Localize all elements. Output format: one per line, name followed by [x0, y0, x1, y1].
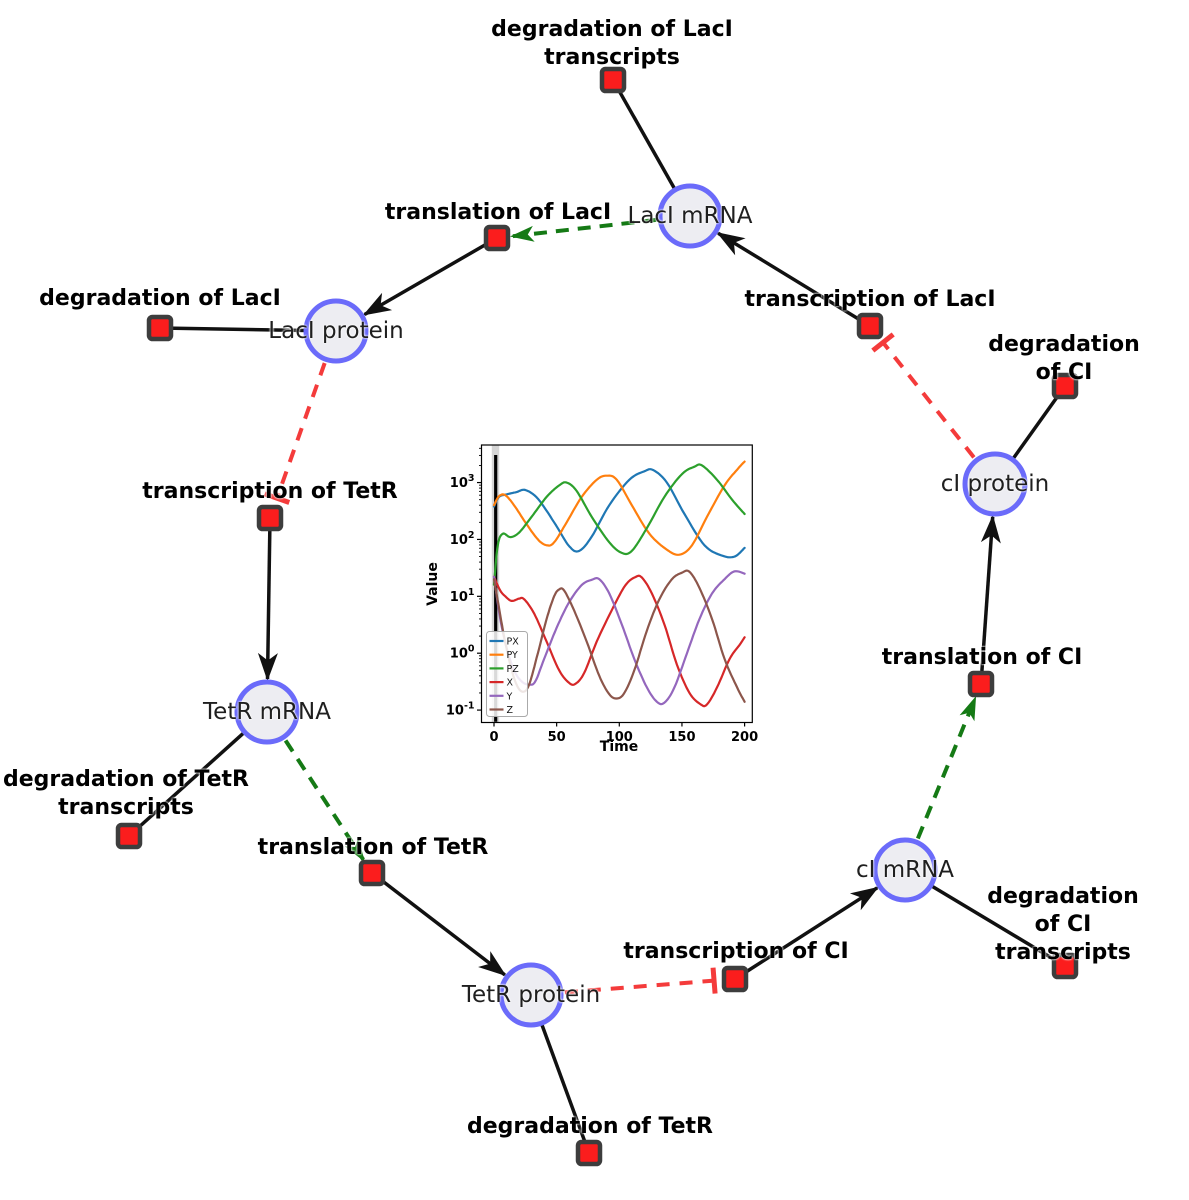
- species-node-laci-mrna[interactable]: [657, 183, 723, 249]
- chart-xtick-150: 150: [668, 730, 695, 745]
- legend-label-Y: Y: [506, 691, 513, 702]
- chart-xtick-200: 200: [731, 730, 758, 745]
- legend-label-X: X: [507, 678, 514, 689]
- chart-xtick-50: 50: [548, 730, 566, 745]
- legend-label-PY: PY: [507, 650, 519, 661]
- chart-xtick-0: 0: [489, 730, 498, 745]
- chart-ytick-10e1: 101: [450, 587, 475, 605]
- edge-modifier-laci-mrna-to-translation-of-laci: [509, 217, 657, 242]
- chart-ytick-10e3: 103: [450, 473, 475, 491]
- edge-production-transcription-of-laci-to-laci-mrna: [716, 231, 860, 321]
- chart-series-PX: [492, 468, 746, 559]
- reaction-node-degradation-of-laci-transcripts[interactable]: [599, 66, 627, 94]
- legend-label-PX: PX: [507, 637, 520, 648]
- chart-series-PZ: [492, 463, 746, 586]
- chart-series-X: [492, 574, 746, 708]
- edge-production-transcription-of-tetr-to-tetr-mrna: [257, 530, 278, 682]
- edge-inhibition-tetr-protein-to-transcription-of-ci: [564, 967, 718, 995]
- species-node-tetr-mrna[interactable]: [234, 679, 300, 745]
- reaction-node-degradation-of-tetr-transcripts[interactable]: [115, 822, 143, 850]
- reaction-node-translation-of-laci[interactable]: [483, 224, 511, 252]
- reaction-node-degradation-of-ci[interactable]: [1051, 372, 1079, 400]
- reaction-node-degradation-of-laci[interactable]: [146, 314, 174, 342]
- chart-ytick-10e-1: 10-1: [446, 701, 475, 719]
- chart-frame-border: [480, 444, 753, 724]
- edge-production-translation-of-ci-to-ci-protein: [980, 514, 1001, 672]
- chart-xlabel: Time: [600, 739, 638, 755]
- reaction-node-translation-of-ci[interactable]: [967, 670, 995, 698]
- reaction-node-degradation-of-tetr[interactable]: [575, 1139, 603, 1167]
- reaction-node-transcription-of-tetr[interactable]: [256, 504, 284, 532]
- edge-modifier-ci-mrna-to-translation-of-ci: [916, 696, 977, 840]
- chart-xtick-100: 100: [606, 730, 633, 745]
- reaction-node-transcription-of-ci[interactable]: [721, 965, 749, 993]
- edge-production-translation-of-tetr-to-tetr-protein: [381, 879, 507, 977]
- chart-legend: PX PY PZ XYZ: [486, 631, 528, 717]
- legend-label-PZ: PZ: [507, 664, 520, 675]
- chart-ytick-10e0: 100: [450, 644, 475, 662]
- chart-ytick-10e2: 102: [450, 530, 475, 548]
- edge-modifier-tetr-mrna-to-translation-of-tetr: [283, 739, 365, 863]
- species-node-ci-mrna[interactable]: [872, 837, 938, 903]
- species-node-ci-protein[interactable]: [962, 451, 1028, 517]
- species-node-laci-protein[interactable]: [303, 298, 369, 364]
- edge-inhibition-laci-protein-to-transcription-of-tetr: [263, 362, 327, 505]
- species-node-tetr-protein[interactable]: [498, 962, 564, 1028]
- edge-production-translation-of-laci-to-laci-protein: [362, 242, 487, 317]
- edge-inhibition-ci-protein-to-transcription-of-laci: [871, 332, 976, 459]
- reaction-node-degradation-of-ci-transcripts[interactable]: [1051, 952, 1079, 980]
- chart-series-PY: [492, 460, 746, 556]
- legend-label-Z: Z: [507, 705, 514, 716]
- reaction-node-translation-of-tetr[interactable]: [358, 859, 386, 887]
- reaction-node-transcription-of-laci[interactable]: [856, 312, 884, 340]
- edge-production-transcription-of-ci-to-ci-mrna: [744, 886, 879, 974]
- chart-ylabel: Value: [425, 562, 441, 606]
